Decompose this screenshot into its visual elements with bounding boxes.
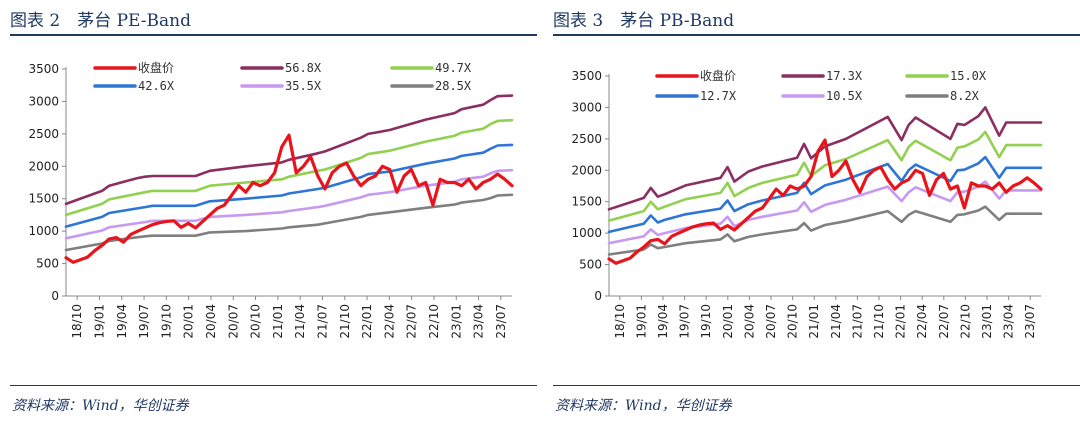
y-tick-label: 1000 <box>28 224 59 238</box>
legend-label: 收盘价 <box>138 60 174 75</box>
y-tick-label: 1500 <box>28 192 59 206</box>
x-tick-label: 23/04 <box>472 304 486 339</box>
x-tick-label: 21/07 <box>315 304 329 339</box>
series-line-8.2X <box>607 205 1043 256</box>
legend-label: 15.0X <box>950 69 987 83</box>
chart-title: 图表 2 茅台 PE-Band <box>10 11 191 31</box>
title-rule <box>553 34 1080 36</box>
y-tick-label: 500 <box>36 257 59 271</box>
title-rule <box>10 34 537 36</box>
x-tick-label: 21/07 <box>850 304 864 339</box>
x-tick-label: 20/04 <box>742 304 756 339</box>
y-tick-label: 2000 <box>28 159 59 173</box>
y-tick-label: 2500 <box>28 127 59 141</box>
x-tick-label: 21/10 <box>338 304 352 339</box>
footer-rule <box>10 385 537 386</box>
series-line-12.7X <box>607 155 1043 234</box>
x-tick-label: 23/07 <box>494 304 508 339</box>
pe-band-panel: 图表 2 茅台 PE-Band 0 500 1000 1500 2000 2500 3000… <box>10 0 537 425</box>
y-tick-label: 1000 <box>571 226 602 240</box>
series-line-49.7X <box>64 118 514 217</box>
y-tick-label: 0 <box>51 289 59 303</box>
x-tick-label: 21/04 <box>829 304 843 339</box>
legend-label: 收盘价 <box>700 68 736 83</box>
x-tick-label: 21/10 <box>872 304 886 339</box>
x-tick-label: 23/07 <box>1023 304 1037 339</box>
source-note: 资料来源：Wind，华创证券 <box>12 398 189 414</box>
pb-band-chart: 0 500 1000 1500 2000 2500 3000 3500 18/10 19/01 19… <box>553 50 1080 380</box>
legend-label: 17.3X <box>826 69 863 83</box>
x-tick-label: 22/04 <box>915 304 929 339</box>
series-line-15.0X <box>607 130 1043 222</box>
legend-label: 42.6X <box>138 79 175 93</box>
legend-label: 35.5X <box>285 79 322 93</box>
y-tick-label: 2500 <box>571 132 602 146</box>
legend-label: 28.5X <box>435 79 472 93</box>
y-tick-label: 3000 <box>28 94 59 108</box>
x-tick-label: 23/01 <box>980 304 994 339</box>
x-tick-label: 20/07 <box>764 304 778 339</box>
x-tick-label: 21/01 <box>271 304 285 339</box>
series-line-56.8X <box>64 94 514 206</box>
x-tick-label: 20/01 <box>182 304 196 339</box>
x-tick-label: 22/07 <box>405 304 419 339</box>
y-tick-label: 0 <box>594 289 602 303</box>
series-line-收盘价 <box>64 133 514 264</box>
y-tick-label: 500 <box>579 258 602 272</box>
series-line-28.5X <box>64 193 514 252</box>
x-tick-label: 20/01 <box>721 304 735 339</box>
x-tick-label: 19/01 <box>634 304 648 339</box>
y-tick-label: 1500 <box>571 195 602 209</box>
x-tick-label: 20/10 <box>249 304 263 339</box>
x-tick-label: 18/10 <box>70 304 84 339</box>
x-tick-label: 20/07 <box>226 304 240 339</box>
x-tick-label: 21/01 <box>807 304 821 339</box>
x-tick-label: 22/07 <box>937 304 951 339</box>
x-tick-label: 19/07 <box>137 304 151 339</box>
y-tick-label: 3500 <box>28 62 59 76</box>
x-tick-label: 21/04 <box>293 304 307 339</box>
y-tick-label: 3000 <box>571 100 602 114</box>
series-line-10.5X <box>607 180 1043 245</box>
series-line-收盘价 <box>607 138 1043 265</box>
series-line-42.6X <box>64 143 514 228</box>
x-tick-label: 19/10 <box>159 304 173 339</box>
pb-band-panel: 图表 3 茅台 PB-Band 0 500 1000 1500 2000 2500 3000… <box>553 0 1080 425</box>
legend-label: 12.7X <box>700 89 737 103</box>
series-line-17.3X <box>607 106 1043 211</box>
legend-label: 8.2X <box>950 89 980 103</box>
x-tick-label: 22/10 <box>958 304 972 339</box>
x-tick-label: 23/01 <box>449 304 463 339</box>
pb-band-svg: 0 500 1000 1500 2000 2500 3000 3500 18/10 19/01 19… <box>571 68 1043 339</box>
y-tick-label: 2000 <box>571 163 602 177</box>
legend-label: 56.8X <box>285 61 322 75</box>
footer-rule <box>553 385 1080 386</box>
x-tick-label: 18/10 <box>613 304 627 339</box>
x-tick-label: 19/07 <box>678 304 692 339</box>
y-tick-label: 3500 <box>571 69 602 83</box>
legend-label: 49.7X <box>435 61 472 75</box>
x-tick-label: 22/04 <box>382 304 396 339</box>
x-tick-label: 22/01 <box>894 304 908 339</box>
pe-band-chart: 0 500 1000 1500 2000 2500 3000 3500 18/10 19/01 19… <box>10 50 537 380</box>
legend-label: 10.5X <box>826 89 863 103</box>
x-tick-label: 22/10 <box>427 304 441 339</box>
x-tick-label: 19/04 <box>115 304 129 339</box>
x-tick-label: 19/01 <box>92 304 106 339</box>
x-tick-label: 20/04 <box>204 304 218 339</box>
x-tick-label: 23/04 <box>1002 304 1016 339</box>
x-tick-label: 22/01 <box>360 304 374 339</box>
pe-band-svg: 0 500 1000 1500 2000 2500 3000 3500 18/10 19/01 19… <box>28 60 514 339</box>
x-tick-label: 20/10 <box>786 304 800 339</box>
chart-title: 图表 3 茅台 PB-Band <box>553 11 735 31</box>
x-tick-label: 19/10 <box>699 304 713 339</box>
x-tick-label: 19/04 <box>656 304 670 339</box>
source-note: 资料来源：Wind，华创证券 <box>555 398 732 414</box>
